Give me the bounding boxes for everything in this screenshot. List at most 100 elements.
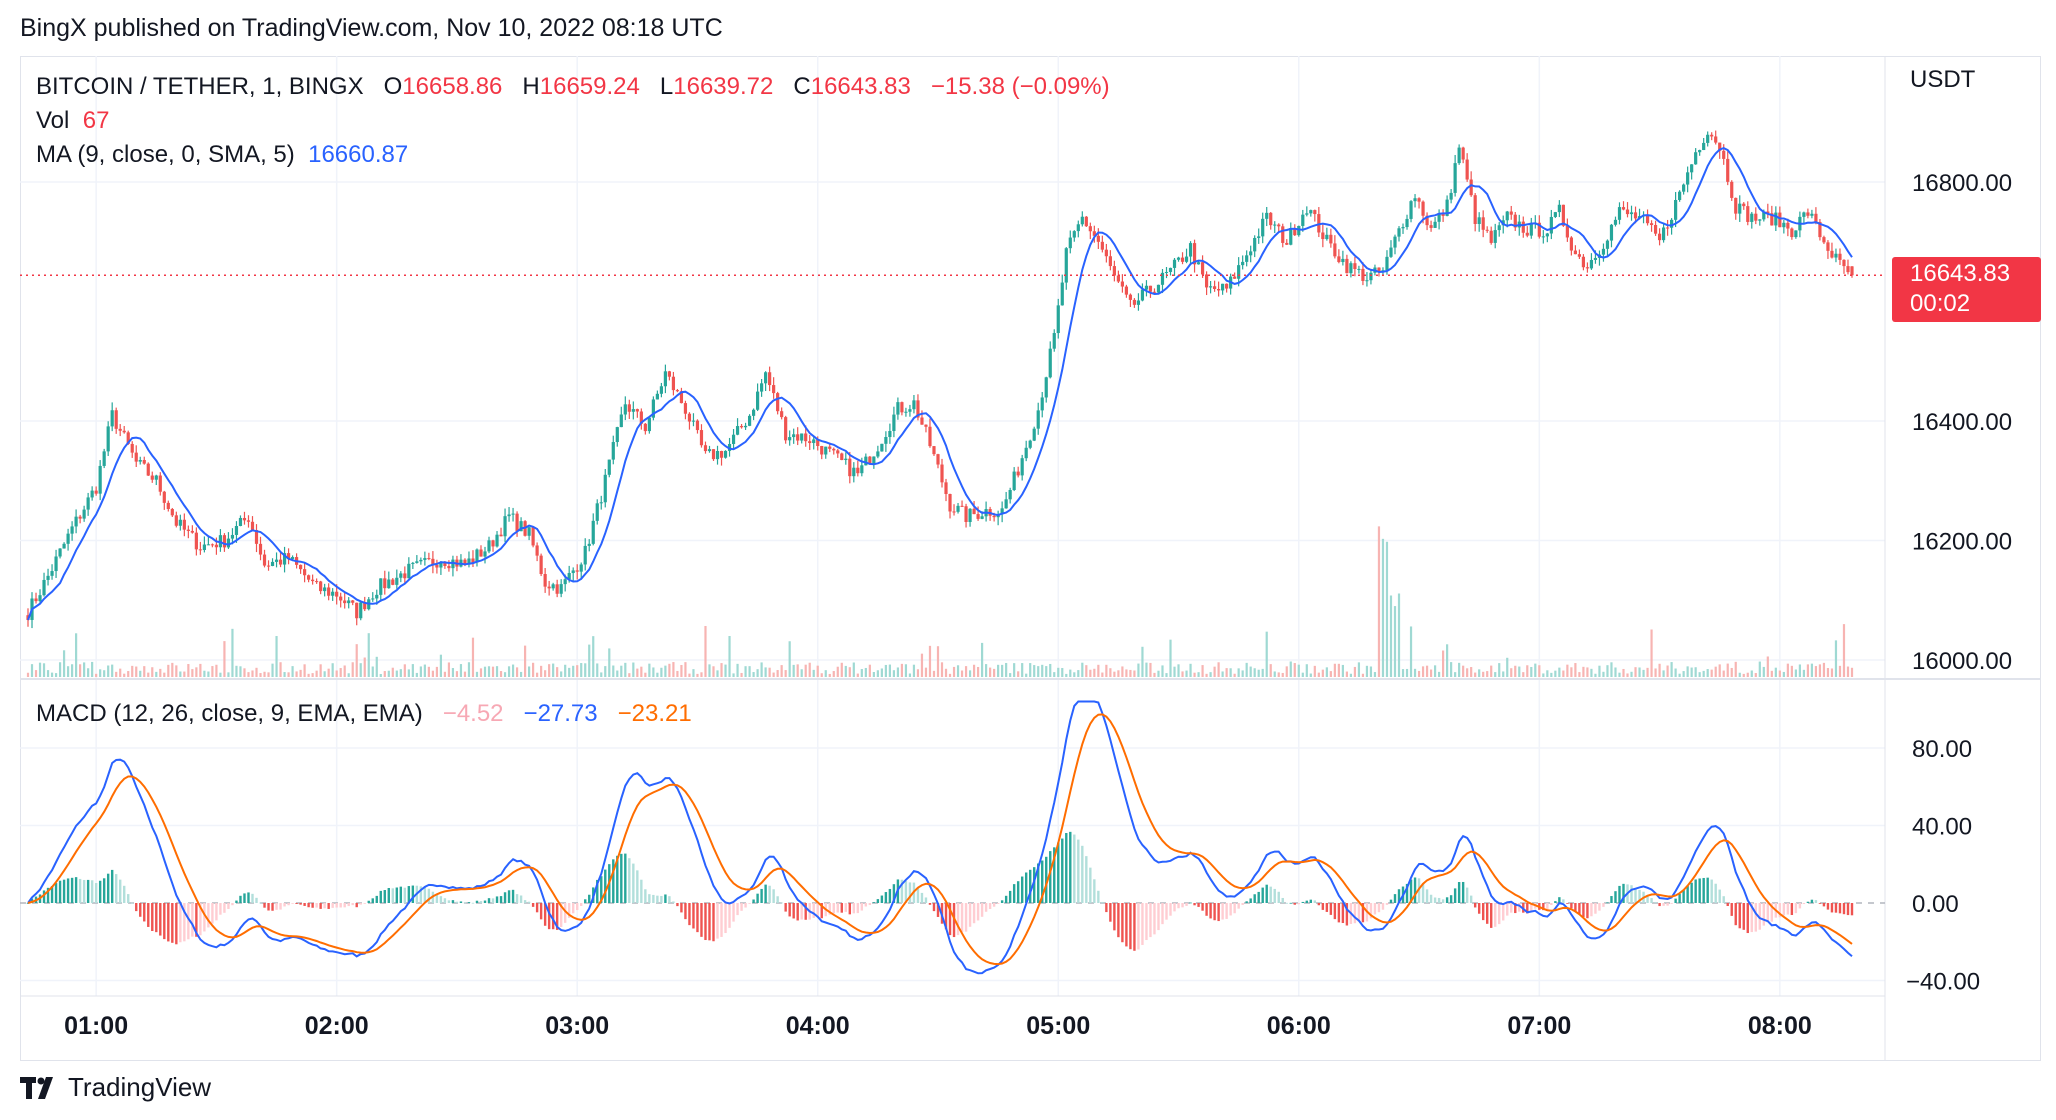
candle-body [383,578,387,589]
macd-hist-bar [1413,877,1417,903]
candle-body [808,441,812,444]
macd-hist-bar [1461,881,1465,903]
macd-hist-bar [375,895,378,903]
macd-hist-bar [1020,876,1024,903]
candle-body [1064,248,1068,283]
macd-hist-bar [563,903,567,923]
candle-body [1742,203,1746,207]
volume-bar [1093,668,1096,677]
volume-bar [864,667,867,677]
volume-bar [840,662,843,677]
time-tick-label: 03:00 [545,1012,609,1040]
candle-body [1593,257,1598,260]
volume-bar [427,666,430,677]
volume-bar [1269,664,1272,677]
macd-hist-bar [307,903,310,908]
tradingview-logo[interactable]: TradingView [20,1072,211,1103]
volume-bar [1778,670,1781,677]
volume-bar [215,664,218,677]
candle-body [427,558,431,560]
candle-body [511,513,515,515]
macd-hist-bar [1498,903,1501,925]
macd-hist-bar [1682,890,1685,903]
candle-body [1313,210,1317,215]
macd-hist-bar [1000,900,1004,903]
macd-hist-bar [26,903,30,904]
macd-hist-bar [1245,901,1248,903]
volume-bar [38,662,42,677]
candle-body [1842,259,1846,267]
vol-label[interactable]: Vol [36,107,70,134]
macd-hist-bar [928,903,932,905]
volume-bar [1610,662,1613,677]
volume-bar [672,662,675,677]
volume-bar [1498,663,1501,677]
macd-hist-bar [904,880,908,903]
candle-body [1196,262,1201,265]
candle-body [1273,224,1277,226]
ma-label[interactable]: MA (9, close, 0, SMA, 5) [36,141,295,168]
volume-bar [295,671,298,677]
macd-hist-bar [66,878,70,903]
candle-body [848,458,852,477]
candle-body [952,511,956,513]
candle-body [246,520,251,522]
volume-bar [267,672,270,677]
candle-body [1261,218,1265,237]
volume-bar [1293,663,1296,677]
macd-hist-bar [720,903,723,937]
macd-hist-bar [1137,903,1140,950]
volume-bar [147,672,150,677]
candle-body [1846,266,1850,273]
macd-hist-bar [804,903,807,920]
macd-hist-bar [367,900,370,903]
volume-bar [227,672,230,677]
volume-bar [1506,657,1509,677]
macd-hist-bar [1297,903,1300,905]
macd-hist-bar [1830,903,1834,913]
ma-row: MA (9, close, 0, SMA, 5) 16660.87 [36,138,1110,172]
candle-body [1136,300,1141,305]
volume-bar [1802,669,1805,677]
volume-bar [1478,669,1481,677]
candle-body [214,544,219,548]
volume-bar [1714,666,1717,677]
close-value: 16643.83 [810,73,911,100]
candle-body [1088,226,1092,232]
volume-bar [1490,665,1493,677]
candle-body [519,521,523,532]
candle-body [1561,204,1565,226]
volume-bar [989,667,992,677]
volume-bar [1305,664,1308,677]
macd-hist-bar [1842,903,1846,915]
macd-hist-bar [351,903,354,906]
candle-body [812,439,816,444]
volume-bar [127,671,130,677]
candle-body [178,519,182,526]
candle-body [751,409,756,416]
symbol-label[interactable]: BITCOIN / TETHER, 1, BINGX [36,73,364,100]
candle-body [1028,440,1032,448]
volume-bar [1285,666,1288,677]
volume-bar [459,664,463,677]
close-label: C [793,73,811,100]
macd-hist-bar [692,903,695,929]
volume-bar [960,670,964,677]
macd-hist-bar [1798,903,1802,909]
macd-hist-bar [680,903,683,913]
volume-bar [239,666,242,677]
volume-bar [1722,670,1725,677]
candle-body [415,561,419,563]
macd-hist-bar [772,889,775,903]
macd-hist-bar [1149,903,1152,938]
volume-bar [179,671,182,677]
macd-hist-bar [391,888,394,903]
volume-bar [920,653,924,677]
volume-bar [1369,666,1373,677]
candle-body [924,424,928,427]
candle-body [1208,286,1213,288]
macd-label[interactable]: MACD (12, 26, close, 9, EMA, EMA) [36,700,423,727]
macd-hist-bar [114,874,118,903]
volume-bar [856,673,859,677]
